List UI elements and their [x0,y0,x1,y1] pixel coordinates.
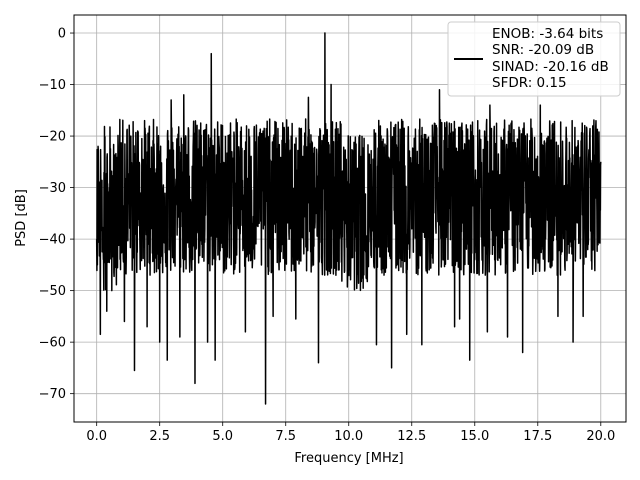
x-tick-label: 5.0 [212,429,233,444]
x-tick-label: 15.0 [460,429,489,444]
x-axis-ticks: 0.0 2.5 5.0 7.5 10.0 12.5 15.0 17.5 20.0 [86,422,615,444]
y-axis-ticks: 0 −10 −20 −30 −40 −50 −60 −70 [39,27,74,402]
y-tick-label: −10 [39,78,66,93]
y-tick-label: −30 [39,181,66,196]
legend-enob: ENOB: -3.64 bits [492,26,603,42]
x-axis-label: Frequency [MHz] [294,451,403,466]
y-tick-label: −50 [39,284,66,299]
psd-series-line [95,32,602,405]
y-tick-label: −70 [39,387,66,402]
x-tick-label: 0.0 [86,429,107,444]
plot-frame [73,14,627,423]
x-tick-label: 20.0 [586,429,615,444]
legend-sfdr: SFDR: 0.15 [492,75,567,91]
y-tick-label: −40 [39,233,66,248]
x-tick-label: 7.5 [275,429,296,444]
y-axis-label: PSD [dB] [14,189,29,247]
x-tick-label: 17.5 [523,429,552,444]
y-tick-label: 0 [58,27,66,42]
legend-sinad: SINAD: -20.16 dB [492,59,609,75]
legend-snr: SNR: -20.09 dB [492,42,594,58]
y-tick-label: −20 [39,130,66,145]
legend: ENOB: -3.64 bits SNR: -20.09 dB SINAD: -… [447,21,621,97]
x-tick-label: 12.5 [397,429,426,444]
x-tick-label: 10.0 [334,429,363,444]
y-tick-label: −60 [39,336,66,351]
psd-trace [95,32,602,405]
legend-box [447,21,621,97]
x-tick-label: 2.5 [149,429,170,444]
